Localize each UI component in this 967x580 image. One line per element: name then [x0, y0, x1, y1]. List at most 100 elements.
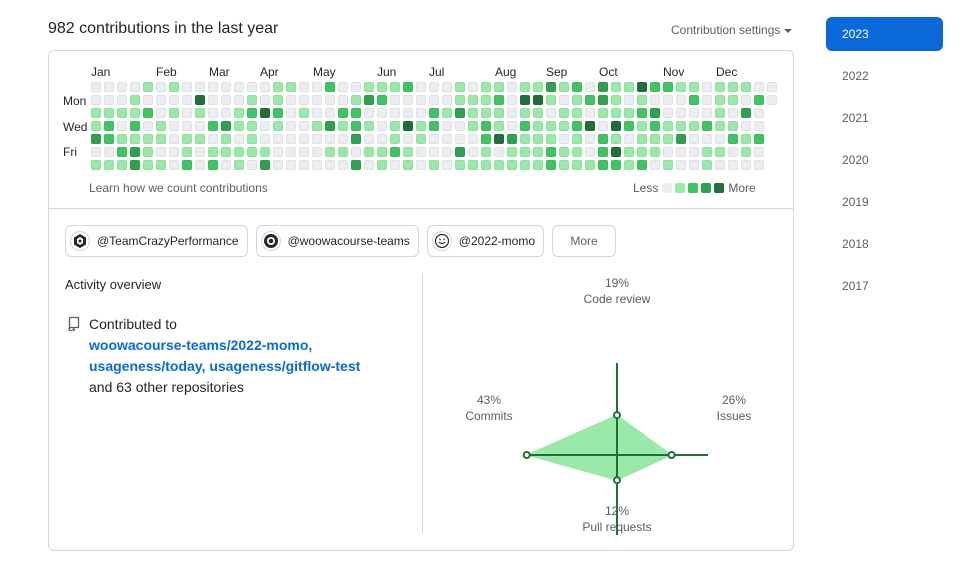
contribution-day[interactable]	[273, 160, 283, 170]
contribution-day[interactable]	[338, 160, 348, 170]
contribution-day[interactable]	[455, 147, 465, 157]
contribution-day[interactable]	[676, 160, 686, 170]
contribution-day[interactable]	[702, 82, 712, 92]
contribution-day[interactable]	[650, 134, 660, 144]
contribution-day[interactable]	[572, 95, 582, 105]
contribution-day[interactable]	[559, 108, 569, 118]
contribution-day[interactable]	[585, 121, 595, 131]
contribution-day[interactable]	[494, 147, 504, 157]
contribution-day[interactable]	[364, 147, 374, 157]
contribution-day[interactable]	[273, 147, 283, 157]
contribution-day[interactable]	[559, 121, 569, 131]
contribution-day[interactable]	[351, 147, 361, 157]
contribution-day[interactable]	[416, 147, 426, 157]
contribution-day[interactable]	[221, 108, 231, 118]
contribution-day[interactable]	[637, 160, 647, 170]
contribution-day[interactable]	[104, 147, 114, 157]
contribution-day[interactable]	[741, 95, 751, 105]
contribution-day[interactable]	[624, 82, 634, 92]
contribution-day[interactable]	[312, 160, 322, 170]
contribution-day[interactable]	[91, 108, 101, 118]
contribution-day[interactable]	[624, 147, 634, 157]
contribution-day[interactable]	[325, 134, 335, 144]
contribution-day[interactable]	[377, 160, 387, 170]
contribution-day[interactable]	[143, 82, 153, 92]
contribution-day[interactable]	[143, 95, 153, 105]
contribution-day[interactable]	[715, 147, 725, 157]
contribution-day[interactable]	[468, 160, 478, 170]
contribution-day[interactable]	[689, 108, 699, 118]
contribution-day[interactable]	[442, 82, 452, 92]
contribution-day[interactable]	[689, 95, 699, 105]
year-link-2018[interactable]: 2018	[842, 237, 869, 251]
contribution-day[interactable]	[494, 95, 504, 105]
contribution-day[interactable]	[507, 134, 517, 144]
contribution-day[interactable]	[195, 121, 205, 131]
contribution-day[interactable]	[676, 134, 686, 144]
contribution-day[interactable]	[611, 121, 621, 131]
contribution-day[interactable]	[117, 108, 127, 118]
year-link-2023[interactable]: 2023	[826, 17, 943, 51]
contribution-day[interactable]	[390, 108, 400, 118]
contribution-day[interactable]	[728, 121, 738, 131]
contribution-day[interactable]	[247, 147, 257, 157]
contribution-day[interactable]	[429, 82, 439, 92]
contribution-day[interactable]	[767, 95, 777, 105]
contribution-day[interactable]	[195, 108, 205, 118]
contribution-day[interactable]	[494, 134, 504, 144]
contribution-day[interactable]	[533, 108, 543, 118]
contribution-day[interactable]	[533, 147, 543, 157]
contribution-day[interactable]	[546, 108, 556, 118]
contribution-day[interactable]	[325, 108, 335, 118]
contribution-day[interactable]	[689, 121, 699, 131]
org-button-2022-momo[interactable]: @2022-momo	[426, 225, 545, 257]
contribution-day[interactable]	[403, 160, 413, 170]
contribution-day[interactable]	[741, 121, 751, 131]
contribution-day[interactable]	[182, 108, 192, 118]
contribution-day[interactable]	[325, 147, 335, 157]
contribution-day[interactable]	[156, 121, 166, 131]
contribution-day[interactable]	[390, 147, 400, 157]
contribution-day[interactable]	[715, 121, 725, 131]
contribution-day[interactable]	[195, 147, 205, 157]
contribution-day[interactable]	[403, 108, 413, 118]
contribution-day[interactable]	[598, 82, 608, 92]
learn-contributions-link[interactable]: Learn how we count contributions	[89, 181, 268, 195]
contribution-day[interactable]	[728, 108, 738, 118]
contribution-day[interactable]	[221, 160, 231, 170]
contribution-day[interactable]	[104, 134, 114, 144]
contribution-day[interactable]	[637, 82, 647, 92]
contribution-day[interactable]	[390, 134, 400, 144]
contribution-day[interactable]	[650, 95, 660, 105]
contribution-day[interactable]	[260, 147, 270, 157]
contribution-day[interactable]	[663, 160, 673, 170]
contribution-day[interactable]	[312, 82, 322, 92]
contribution-day[interactable]	[689, 147, 699, 157]
contribution-day[interactable]	[377, 134, 387, 144]
contribution-day[interactable]	[104, 160, 114, 170]
contribution-day[interactable]	[702, 121, 712, 131]
contribution-day[interactable]	[234, 160, 244, 170]
contribution-day[interactable]	[351, 108, 361, 118]
contribution-day[interactable]	[286, 147, 296, 157]
repo-link-2022-momo[interactable]: woowacourse-teams/2022-momo	[89, 337, 309, 353]
contribution-day[interactable]	[481, 121, 491, 131]
contribution-day[interactable]	[559, 134, 569, 144]
contribution-day[interactable]	[624, 160, 634, 170]
contribution-day[interactable]	[611, 134, 621, 144]
contribution-day[interactable]	[325, 121, 335, 131]
contribution-day[interactable]	[598, 121, 608, 131]
contribution-day[interactable]	[559, 147, 569, 157]
contribution-day[interactable]	[637, 134, 647, 144]
contribution-day[interactable]	[507, 82, 517, 92]
contribution-day[interactable]	[104, 108, 114, 118]
contribution-day[interactable]	[481, 147, 491, 157]
contribution-day[interactable]	[702, 147, 712, 157]
contribution-day[interactable]	[364, 160, 374, 170]
contribution-day[interactable]	[728, 147, 738, 157]
contribution-day[interactable]	[481, 95, 491, 105]
year-link-2020[interactable]: 2020	[842, 153, 869, 167]
contribution-day[interactable]	[260, 160, 270, 170]
contribution-day[interactable]	[351, 160, 361, 170]
contribution-day[interactable]	[715, 108, 725, 118]
